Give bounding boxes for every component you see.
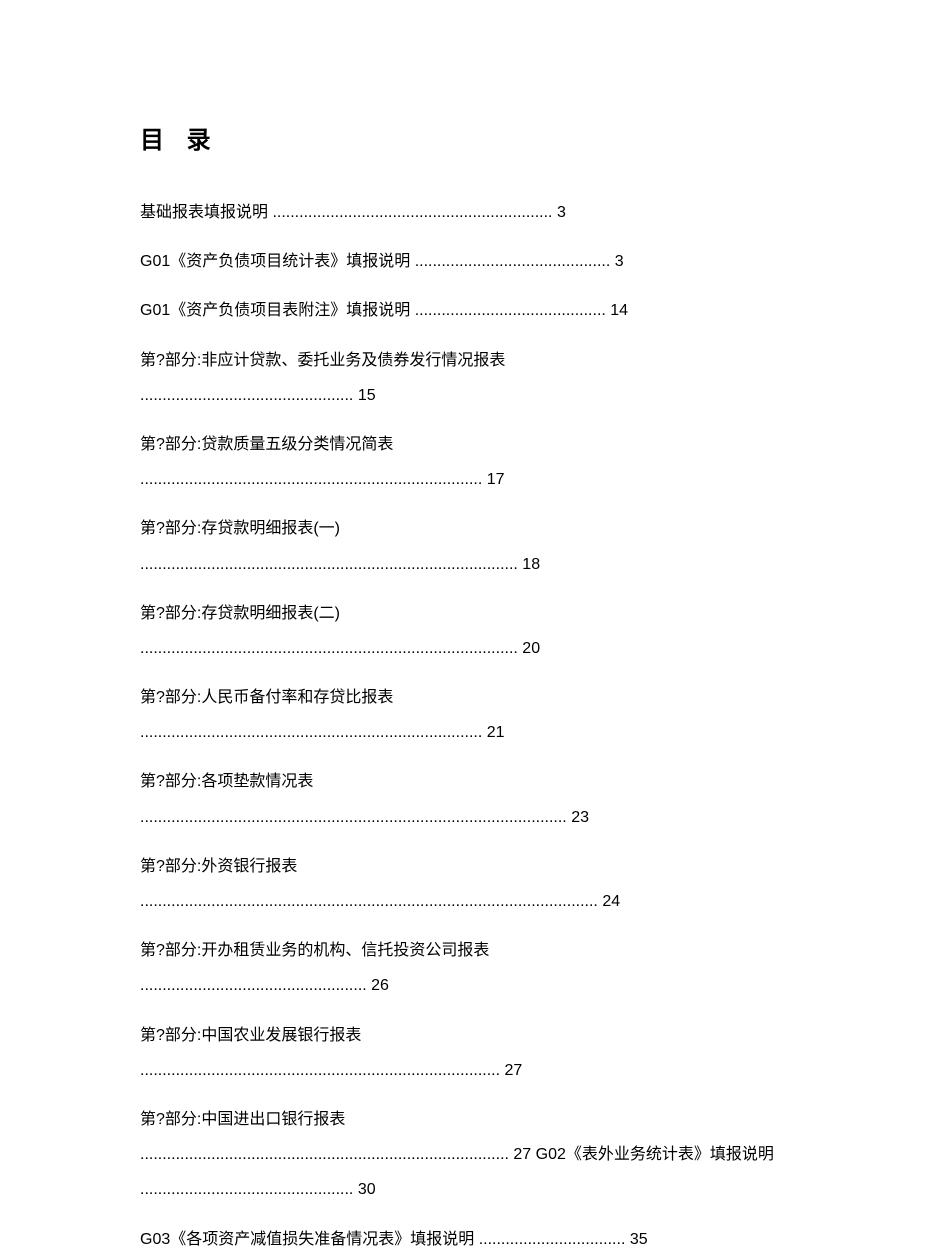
toc-line: 第?部分:开办租赁业务的机构、信托投资公司报表 xyxy=(140,933,810,968)
toc-entry: 第?部分:开办租赁业务的机构、信托投资公司报表.................… xyxy=(140,933,810,1003)
toc-line: G01《资产负债项目表附注》填报说明 .....................… xyxy=(140,293,810,328)
toc-line: 第?部分:非应计贷款、委托业务及债券发行情况报表 xyxy=(140,343,810,378)
toc-entry: 第?部分:中国进出口银行报表..........................… xyxy=(140,1102,810,1208)
toc-title: 目 录 xyxy=(140,120,810,155)
toc-line: ........................................… xyxy=(140,715,810,750)
toc-entry: 第?部分:中国农业发展银行报表.........................… xyxy=(140,1018,810,1088)
toc-entry: 第?部分:存贷款明细报表(一) ........................… xyxy=(140,511,810,581)
toc-entry: 第?部分:各项垫款情况表............................… xyxy=(140,764,810,834)
toc-entry: G03《各项资产减值损失准备情况表》填报说明 .................… xyxy=(140,1222,810,1257)
toc-entry: 第?部分:存贷款明细报表(二) ........................… xyxy=(140,596,810,666)
toc-entry: 第?部分:非应计贷款、委托业务及债券发行情况报表................… xyxy=(140,343,810,413)
toc-line: 第?部分:贷款质量五级分类情况简表 xyxy=(140,427,810,462)
toc-line: 第?部分:中国农业发展银行报表 xyxy=(140,1018,810,1053)
toc-line: ........................................… xyxy=(140,800,810,835)
toc-line: 第?部分:外资银行报表 xyxy=(140,849,810,884)
toc-line: 第?部分:中国进出口银行报表 xyxy=(140,1102,810,1137)
toc-line: ........................................… xyxy=(140,968,810,1003)
toc-line: ........................................… xyxy=(140,631,810,666)
toc-line: 基础报表填报说明 ...............................… xyxy=(140,195,810,230)
toc-entry: 第?部分:贷款质量五级分类情况简表.......................… xyxy=(140,427,810,497)
toc-line: ........................................… xyxy=(140,1053,810,1088)
toc-line: 第?部分:人民币备付率和存贷比报表 xyxy=(140,680,810,715)
toc-line: ........................................… xyxy=(140,884,810,919)
toc-entry: 第?部分:人民币备付率和存贷比报表.......................… xyxy=(140,680,810,750)
toc-entry: G01《资产负债项目统计表》填报说明 .....................… xyxy=(140,244,810,279)
toc-line: ........................................… xyxy=(140,462,810,497)
toc-container: 基础报表填报说明 ...............................… xyxy=(140,195,810,1257)
toc-entry: 第?部分:外资银行报表.............................… xyxy=(140,849,810,919)
toc-line: G01《资产负债项目统计表》填报说明 .....................… xyxy=(140,244,810,279)
toc-line: ........................................… xyxy=(140,378,810,413)
toc-line: G03《各项资产减值损失准备情况表》填报说明 .................… xyxy=(140,1222,810,1257)
toc-entry: G01《资产负债项目表附注》填报说明 .....................… xyxy=(140,293,810,328)
toc-line: 第?部分:存贷款明细报表(一) xyxy=(140,511,810,546)
toc-line: 第?部分:存贷款明细报表(二) xyxy=(140,596,810,631)
toc-line: ........................................… xyxy=(140,1137,810,1207)
toc-line: ........................................… xyxy=(140,547,810,582)
toc-entry: 基础报表填报说明 ...............................… xyxy=(140,195,810,230)
toc-line: 第?部分:各项垫款情况表 xyxy=(140,764,810,799)
